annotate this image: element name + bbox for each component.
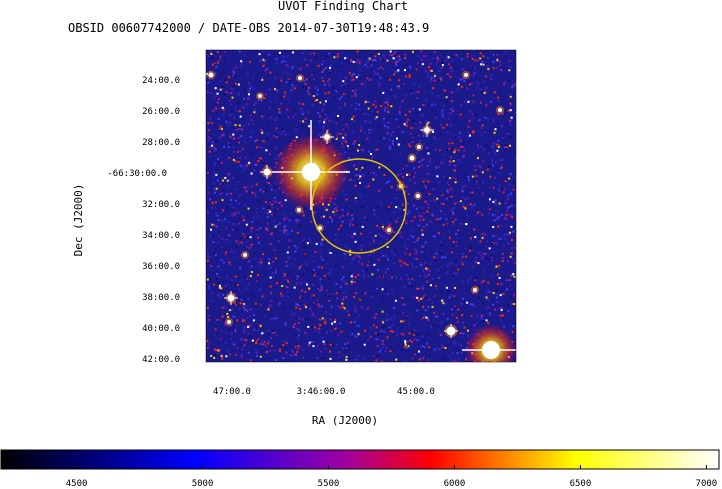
y-tick-label: 34:00.0: [142, 231, 180, 241]
x-tick-label: 47:00.0: [213, 387, 251, 397]
y-tick-label: 36:00.0: [142, 262, 180, 272]
colorbar-tick-label: 4500: [66, 479, 88, 489]
y-tick-label: 32:00.0: [142, 200, 180, 210]
sky-image: [206, 50, 516, 362]
field-stars: [206, 70, 504, 338]
chart-title: UVOT Finding Chart: [278, 0, 408, 13]
y-tick-label: -66:30:00.0: [107, 169, 167, 179]
colorbar-tick-label: 5500: [318, 479, 340, 489]
corner-star: [462, 324, 516, 362]
source-region-circle: [311, 158, 407, 254]
colorbar-tick-label: 7000: [696, 479, 718, 489]
y-tick-label: 42:00.0: [142, 355, 180, 365]
colorbar: [0, 449, 720, 470]
x-tick-label: 45:00.0: [397, 387, 435, 397]
y-tick-label: 40:00.0: [142, 324, 180, 334]
colorbar-ticks: 4500 5000 5500 6000 6500 7000: [66, 465, 718, 489]
x-tick-labels: 47:00.0 3:46:00.0 45:00.0: [213, 387, 435, 397]
x-tick-label: 3:46:00.0: [297, 387, 346, 397]
y-tick-label: 38:00.0: [142, 293, 180, 303]
colorbar-tick-label: 5000: [192, 479, 214, 489]
chart-subtitle: OBSID 00607742000 / DATE-OBS 2014-07-30T…: [68, 21, 429, 35]
y-tick-label: 24:00.0: [142, 76, 180, 86]
x-axis-label: RA (J2000): [312, 414, 378, 427]
colorbar-tick-label: 6000: [444, 479, 466, 489]
bright-star: [272, 120, 350, 210]
y-axis-label: Dec (J2000): [72, 184, 85, 257]
y-tick-label: 26:00.0: [142, 107, 180, 117]
y-tick-labels: 24:00.0 26:00.0 28:00.0 -66:30:00.0 32:00.0 3…: [107, 76, 180, 365]
image-frame: [205, 49, 517, 363]
colorbar-tick-label: 6500: [570, 479, 592, 489]
y-tick-label: 28:00.0: [142, 138, 180, 148]
